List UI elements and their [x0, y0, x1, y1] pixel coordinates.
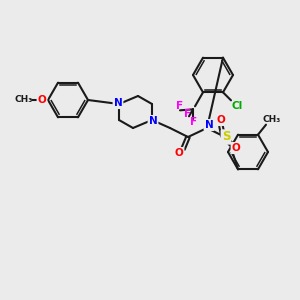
Text: O: O: [217, 115, 225, 125]
Text: F: F: [176, 101, 184, 111]
Text: N: N: [114, 98, 122, 108]
Text: Cl: Cl: [231, 101, 243, 111]
Text: F: F: [190, 117, 198, 127]
Text: CH₃: CH₃: [15, 95, 33, 104]
Text: O: O: [232, 143, 240, 153]
Text: N: N: [205, 120, 213, 130]
Text: S: S: [222, 130, 230, 143]
Text: N: N: [148, 116, 158, 126]
Text: O: O: [175, 148, 183, 158]
Text: O: O: [38, 95, 46, 105]
Text: F: F: [184, 109, 192, 119]
Text: CH₃: CH₃: [263, 115, 281, 124]
